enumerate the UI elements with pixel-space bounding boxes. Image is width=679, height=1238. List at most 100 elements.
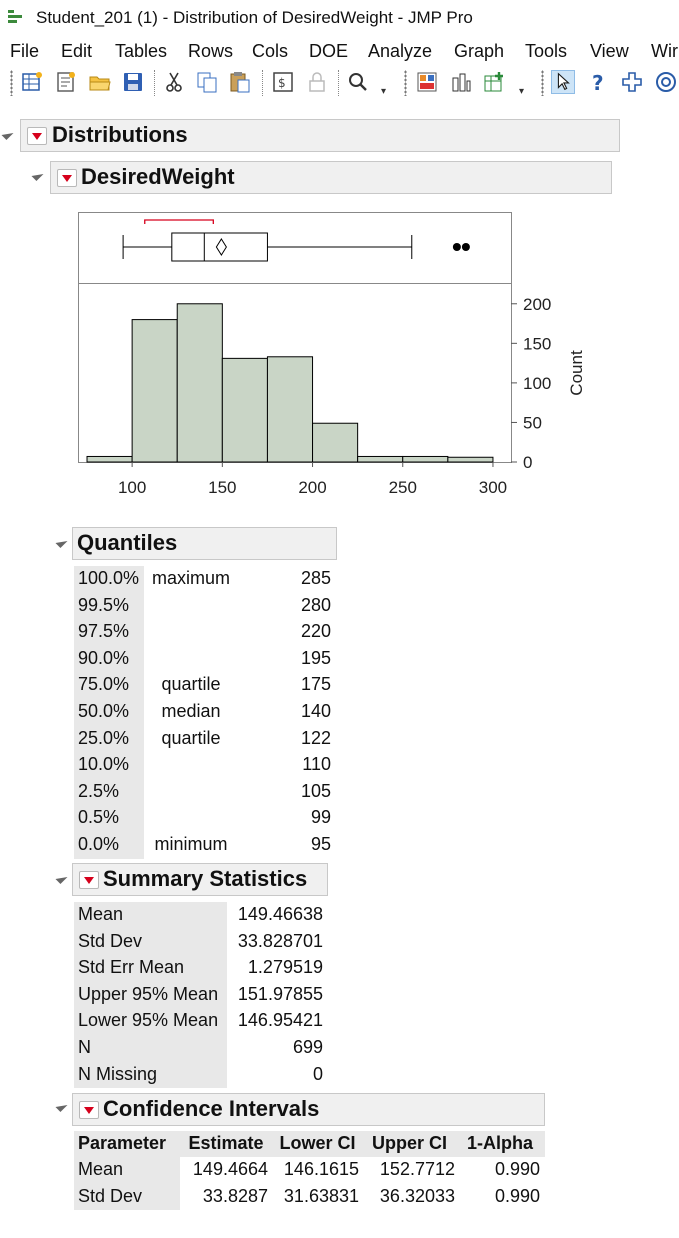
quantile-percent: 50.0% (78, 701, 130, 721)
outline-collapse-icon[interactable] (55, 871, 68, 885)
summary-stat-value: 0 (312, 1063, 323, 1084)
y-tick-label: 150 (523, 334, 551, 353)
ci-value: 31.63831 (283, 1185, 359, 1206)
quantile-value: 285 (300, 568, 331, 588)
histogram-bar[interactable] (176, 303, 223, 463)
new-script-icon[interactable] (54, 70, 78, 94)
menu-analyze[interactable]: Analyze (368, 41, 433, 61)
quantile-value: 280 (300, 594, 331, 615)
distributions-header[interactable]: Distributions (20, 119, 620, 152)
quantile-percent: 100.0% (78, 568, 140, 588)
red-triangle-menu-icon[interactable] (57, 169, 77, 187)
target-icon[interactable] (654, 70, 678, 94)
add-table-icon[interactable] (482, 70, 506, 94)
red-triangle-menu-icon[interactable] (79, 1101, 99, 1119)
chevron-down-icon[interactable]: ▾ (519, 86, 525, 97)
chevron-down-icon[interactable]: ▾ (381, 86, 387, 97)
quantile-percent: 90.0% (78, 647, 130, 668)
jmp-app-icon (8, 10, 26, 26)
quantile-label: minimum (154, 834, 228, 854)
outline-collapse-icon[interactable] (55, 535, 68, 549)
quantile-value: 175 (300, 674, 331, 695)
histogram-bar[interactable] (86, 455, 133, 463)
menu-tables[interactable]: Tables (115, 41, 168, 61)
ci-parameter-column (74, 1157, 180, 1211)
red-triangle-menu-icon[interactable] (79, 871, 99, 889)
outline-collapse-icon[interactable] (31, 168, 44, 182)
red-triangle-menu-icon[interactable] (27, 127, 47, 145)
cut-icon[interactable] (162, 70, 186, 94)
menu-rows[interactable]: Rows (188, 41, 234, 61)
ci-column-header: Upper CI (371, 1133, 447, 1153)
quantile-label: quartile (161, 727, 221, 748)
crosshair-icon[interactable] (620, 70, 644, 94)
save-icon[interactable] (121, 70, 145, 94)
menu-edit[interactable]: Edit (61, 41, 93, 61)
quantile-percent: 0.5% (78, 807, 120, 828)
menu-tools[interactable]: Tools (525, 41, 568, 61)
menu-cols[interactable]: Cols (252, 41, 289, 61)
quantiles-header[interactable]: Quantiles (72, 527, 337, 560)
help-icon[interactable]: ? (587, 70, 611, 94)
summary-stat-value: 699 (292, 1037, 323, 1057)
quantile-percent: 97.5% (78, 621, 130, 642)
ci-header-row (74, 1131, 545, 1158)
ci-parameter: Mean (78, 1159, 124, 1180)
copy-icon[interactable] (195, 70, 219, 94)
new-data-table-icon[interactable] (20, 70, 44, 94)
distribution-chart: 100 150 200 250 300 0 50 100 150 200 Count (78, 212, 586, 497)
histogram-bar[interactable] (447, 456, 494, 463)
arrow-select-icon[interactable] (551, 70, 575, 94)
quantile-percent: 2.5% (78, 780, 120, 801)
graph-builder-icon[interactable] (449, 70, 473, 94)
lock-icon[interactable] (305, 70, 329, 94)
svg-text:?: ? (592, 71, 604, 94)
boxplot-outlier-point[interactable] (461, 243, 470, 251)
quantiles-title: Quantiles (77, 530, 178, 555)
histogram-bar[interactable] (266, 356, 314, 463)
paste-icon[interactable] (228, 70, 252, 94)
menu-doe[interactable]: DOE (309, 41, 349, 61)
ci-column-header: Parameter (78, 1133, 167, 1153)
confidence-intervals-header[interactable]: Confidence Intervals (72, 1093, 545, 1126)
summary-stat-label: Mean (78, 904, 124, 924)
ci-parameter: Std Dev (78, 1185, 143, 1206)
summary-stat-label: Lower 95% Mean (78, 1010, 219, 1031)
toolbar-grip[interactable] (404, 70, 407, 96)
summary-stat-value: 151.97855 (237, 983, 323, 1004)
ci-value: 36.32033 (379, 1185, 455, 1206)
menu-graph[interactable]: Graph (454, 41, 505, 61)
summary-stat-value: 149.46638 (237, 904, 323, 924)
summary-stat-label: Std Err Mean (78, 957, 185, 978)
menu-window[interactable]: Wir (651, 41, 678, 61)
menu-view[interactable]: View (590, 41, 629, 61)
histogram-bar[interactable] (221, 357, 268, 463)
quantile-percent: 10.0% (78, 754, 130, 775)
boxplot-mean-diamond (215, 238, 227, 256)
quantile-value: 220 (300, 621, 331, 642)
open-folder-icon[interactable] (88, 70, 112, 94)
histogram-bar[interactable] (131, 319, 178, 463)
toolbar-grip[interactable] (541, 70, 544, 96)
x-tick-label: 150 (208, 478, 236, 497)
summary-stat-value: 146.95421 (237, 1010, 323, 1031)
quantile-percent: 75.0% (78, 674, 130, 695)
data-grid-icon[interactable]: $ (271, 70, 295, 94)
dashboard-icon[interactable] (415, 70, 439, 94)
histogram-bar[interactable] (357, 455, 404, 463)
histogram-bar[interactable] (312, 422, 359, 463)
quantile-value: 195 (300, 647, 331, 668)
toolbar-grip[interactable] (10, 70, 13, 96)
variable-header[interactable]: DesiredWeight (50, 161, 612, 194)
histogram-bar[interactable] (402, 455, 449, 463)
outline-collapse-icon[interactable] (55, 1099, 68, 1113)
summary-stat-value: 1.279519 (247, 957, 323, 978)
confidence-intervals-title: Confidence Intervals (103, 1096, 320, 1121)
menu-file[interactable]: File (10, 41, 40, 61)
boxplot-outlier-point[interactable] (452, 243, 461, 251)
y-axis-label: Count (567, 350, 586, 396)
summary-statistics-header[interactable]: Summary Statistics (72, 863, 328, 896)
search-icon[interactable] (346, 70, 370, 94)
ci-value: 0.990 (494, 1159, 540, 1180)
outline-collapse-icon[interactable] (1, 127, 14, 141)
